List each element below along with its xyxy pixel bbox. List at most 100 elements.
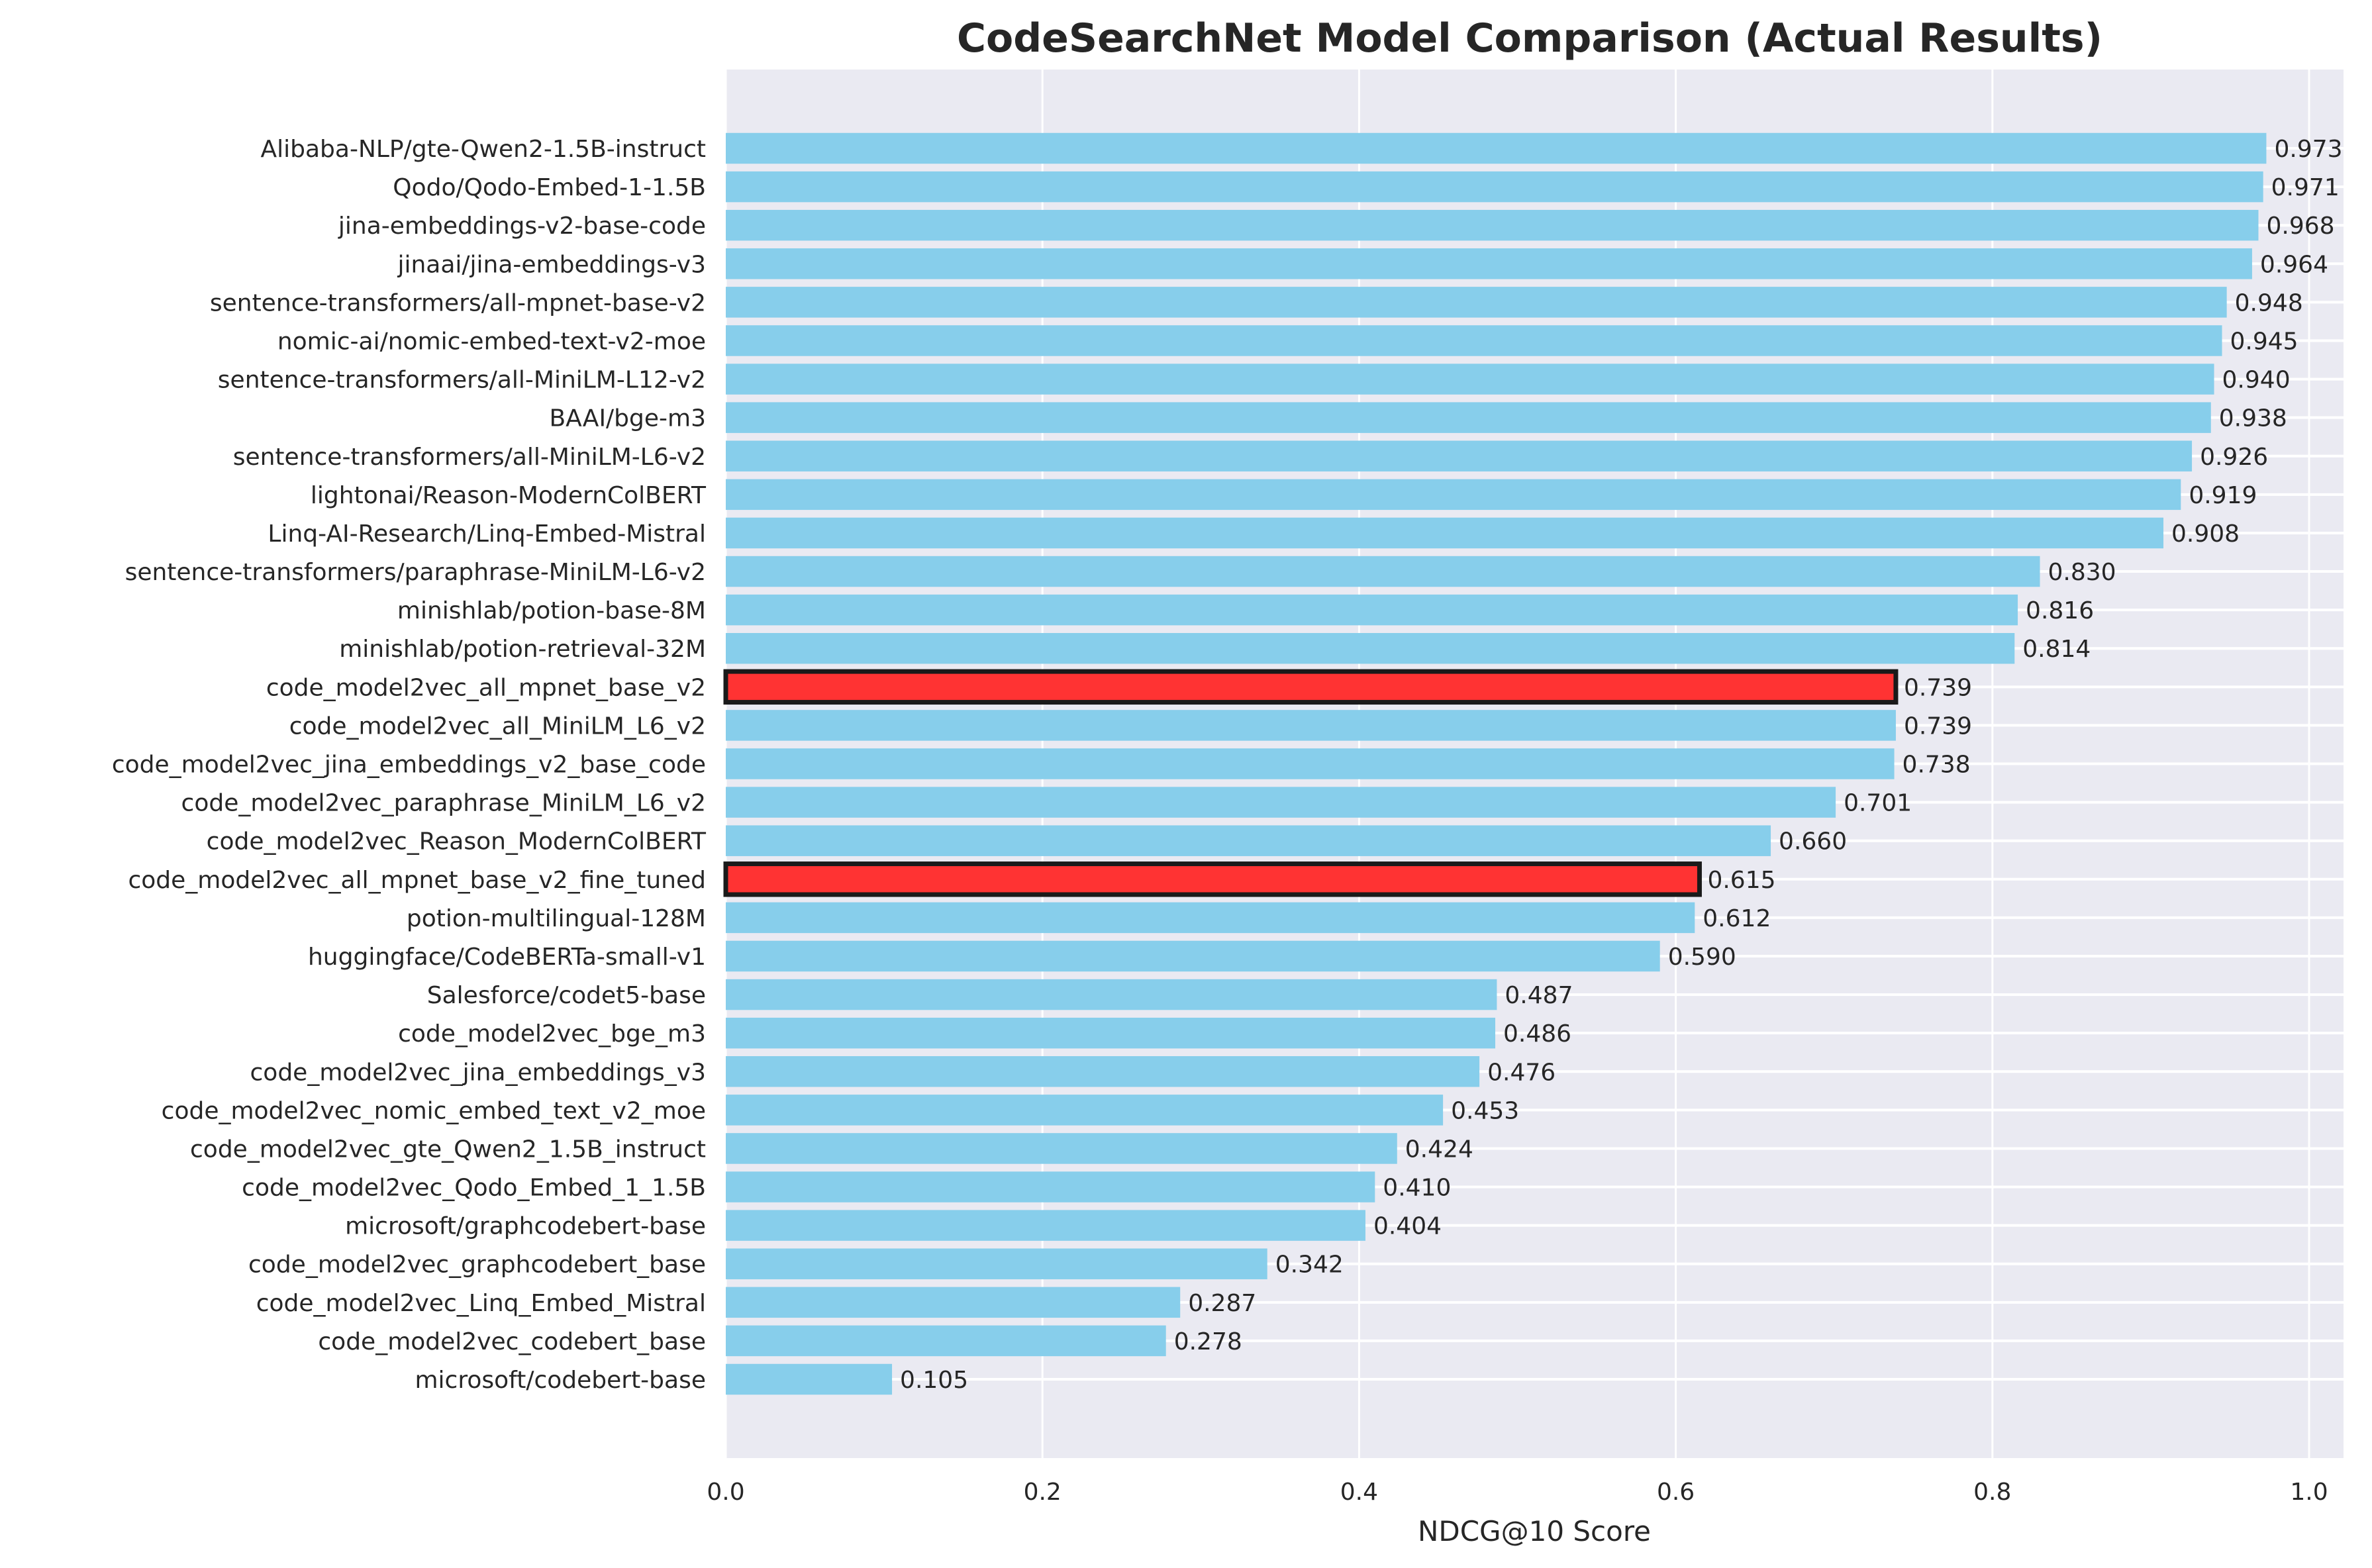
bar <box>726 364 2214 395</box>
bars <box>723 132 2267 1395</box>
y-tick-label: code_model2vec_jina_embeddings_v3 <box>250 1059 707 1086</box>
bar <box>726 825 1771 856</box>
y-tick-label: code_model2vec_jina_embeddings_v2_base_c… <box>112 752 706 779</box>
bar <box>726 748 1895 779</box>
bar <box>726 325 2222 356</box>
bar <box>726 440 2193 471</box>
value-label: 0.816 <box>2026 597 2094 624</box>
bar <box>726 1095 1444 1126</box>
bar <box>726 1171 1375 1202</box>
bar <box>726 979 1497 1010</box>
bar <box>726 787 1836 818</box>
value-label: 0.590 <box>1668 944 1736 971</box>
value-label: 0.926 <box>2200 444 2268 471</box>
value-label: 0.342 <box>1275 1251 1344 1279</box>
bar <box>726 1248 1267 1279</box>
bar <box>726 1210 1365 1241</box>
bar <box>726 517 2164 549</box>
value-label: 0.453 <box>1451 1097 1519 1124</box>
value-label: 0.971 <box>2271 174 2340 201</box>
value-label: 0.908 <box>2171 520 2240 548</box>
y-tick-label: jina-embeddings-v2-base-code <box>338 213 706 240</box>
y-tick-label: Qodo/Qodo-Embed-1-1.5B <box>393 174 706 201</box>
x-tick-label: 0.4 <box>1340 1479 1378 1506</box>
value-label: 0.105 <box>900 1367 968 1394</box>
y-tick-label: sentence-transformers/paraphrase-MiniLM-… <box>125 559 706 586</box>
x-tick-label: 0.6 <box>1657 1479 1695 1506</box>
bar <box>726 632 2015 664</box>
bar-highlighted <box>723 669 1899 705</box>
y-tick-label: nomic-ai/nomic-embed-text-v2-moe <box>277 328 706 355</box>
value-label: 0.964 <box>2260 251 2328 278</box>
value-label: 0.968 <box>2266 213 2334 240</box>
x-axis-label: NDCG@10 Score <box>1418 1515 1651 1547</box>
bar <box>726 1363 893 1395</box>
x-tick-label: 0.0 <box>707 1479 744 1506</box>
value-label: 0.940 <box>2222 367 2291 394</box>
y-tick-label: sentence-transformers/all-MiniLM-L12-v2 <box>218 367 706 394</box>
chart-title: CodeSearchNet Model Comparison (Actual R… <box>957 15 2102 62</box>
y-tick-label: code_model2vec_nomic_embed_text_v2_moe <box>162 1097 706 1124</box>
y-tick-label: minishlab/potion-retrieval-32M <box>339 636 706 663</box>
y-tick-label: jinaai/jina-embeddings-v3 <box>397 251 706 278</box>
value-label: 0.287 <box>1188 1290 1256 1317</box>
y-tick-label: code_model2vec_all_mpnet_base_v2 <box>266 674 706 701</box>
value-label: 0.424 <box>1405 1136 1473 1163</box>
y-tick-label: lightonai/Reason-ModernColBERT <box>311 482 707 509</box>
y-tick-label: code_model2vec_codebert_base <box>318 1328 706 1355</box>
bar <box>726 402 2211 433</box>
value-label: 0.278 <box>1174 1328 1242 1355</box>
y-tick-label: code_model2vec_gte_Qwen2_1.5B_instruct <box>190 1136 706 1163</box>
y-tick-label: code_model2vec_bge_m3 <box>398 1020 706 1048</box>
bar <box>726 132 2267 164</box>
bar <box>726 1133 1397 1164</box>
value-label: 0.404 <box>1373 1213 1442 1240</box>
y-tick-labels: Alibaba-NLP/gte-Qwen2-1.5B-instruct Qodo/… <box>112 136 707 1394</box>
bar <box>726 710 1896 741</box>
value-label: 0.830 <box>2048 559 2116 586</box>
bar <box>726 1325 1166 1357</box>
y-tick-label: sentence-transformers/all-MiniLM-L6-v2 <box>233 444 706 471</box>
y-tick-label: minishlab/potion-base-8M <box>397 597 706 624</box>
y-tick-label: code_model2vec_Linq_Embed_Mistral <box>256 1290 706 1317</box>
value-label: 0.938 <box>2219 405 2287 432</box>
bar <box>726 594 2018 626</box>
value-label: 0.738 <box>1903 752 1971 779</box>
value-label: 0.615 <box>1707 867 1775 894</box>
bar <box>726 248 2252 279</box>
value-label: 0.973 <box>2274 136 2342 163</box>
y-tick-label: huggingface/CodeBERTa-small-v1 <box>308 944 706 971</box>
y-tick-label: sentence-transformers/all-mpnet-base-v2 <box>210 289 706 317</box>
value-label: 0.948 <box>2235 289 2303 317</box>
value-label: 0.945 <box>2230 328 2298 355</box>
y-tick-label: potion-multilingual-128M <box>407 905 706 932</box>
value-label: 0.814 <box>2022 636 2091 663</box>
value-label: 0.660 <box>1779 828 1847 856</box>
value-label: 0.487 <box>1505 982 1573 1009</box>
bar <box>726 940 1660 972</box>
value-label: 0.410 <box>1383 1175 1451 1202</box>
y-tick-label: Salesforce/codet5-base <box>427 982 706 1009</box>
value-labels: 0.973 0.971 0.968 0.964 0.948 0.945 0.940 0.938… <box>900 136 2342 1394</box>
x-tick-label: 1.0 <box>2290 1479 2328 1506</box>
y-tick-label: code_model2vec_Qodo_Embed_1_1.5B <box>242 1175 706 1202</box>
bar <box>726 287 2227 318</box>
bar <box>726 556 2040 587</box>
y-tick-label: microsoft/codebert-base <box>415 1367 706 1394</box>
value-label: 0.476 <box>1487 1059 1556 1086</box>
y-tick-label: Alibaba-NLP/gte-Qwen2-1.5B-instruct <box>261 136 707 163</box>
value-label: 0.612 <box>1703 905 1771 932</box>
x-tick-label: 0.2 <box>1024 1479 1062 1506</box>
y-tick-label: microsoft/graphcodebert-base <box>345 1213 706 1240</box>
y-tick-label: code_model2vec_all_mpnet_base_v2_fine_tu… <box>128 867 706 894</box>
y-tick-label: code_model2vec_paraphrase_MiniLM_L6_v2 <box>181 790 706 817</box>
y-tick-label: BAAI/bge-m3 <box>549 405 706 432</box>
x-tick-label: 0.8 <box>1973 1479 2011 1506</box>
y-tick-label: Linq-AI-Research/Linq-Embed-Mistral <box>268 520 706 548</box>
bar <box>726 1056 1480 1087</box>
bar <box>726 902 1695 934</box>
value-label: 0.739 <box>1904 712 1972 740</box>
y-tick-label: code_model2vec_graphcodebert_base <box>248 1251 706 1279</box>
value-label: 0.919 <box>2189 482 2257 509</box>
